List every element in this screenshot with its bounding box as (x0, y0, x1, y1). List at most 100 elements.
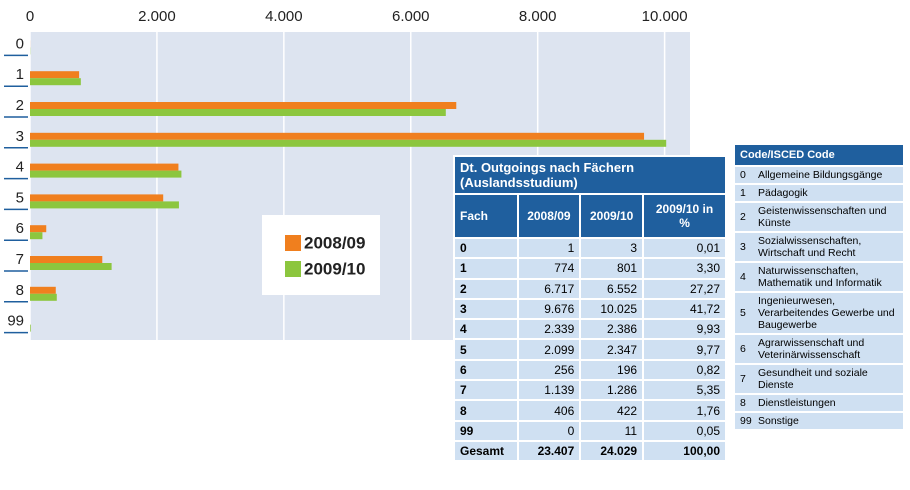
code: 5 (735, 291, 755, 334)
table-cell: 2 (453, 277, 519, 300)
legend-swatch (285, 261, 301, 277)
code: 1 (735, 183, 755, 202)
code: 7 (735, 363, 755, 394)
table-cell: 774 (516, 257, 582, 280)
table-cell: 11 (579, 419, 645, 442)
table-cell: 5,35 (642, 379, 727, 402)
table-cell: 7 (453, 379, 519, 402)
table-cell: 6 (453, 358, 519, 382)
total-row: Gesamt 23.407 24.029 100,00 (453, 439, 727, 463)
table-cell: 9,77 (642, 338, 727, 361)
table-row: 99 0 11 0,05 (453, 419, 727, 442)
code-row: 0 Allgemeine Bildungsgänge (735, 165, 903, 184)
bar (30, 78, 81, 86)
table-row: 7 1.139 1.286 5,35 (453, 379, 727, 402)
code-row: 1 Pädagogik (735, 183, 903, 202)
total-cell: 100,00 (642, 439, 727, 463)
table-cell: 422 (579, 399, 645, 422)
code-description: Sonstige (755, 411, 903, 429)
table-cell: 196 (579, 358, 645, 382)
code-description: Pädagogik (755, 183, 903, 202)
table-cell: 1.286 (579, 379, 645, 402)
y-tick-label: 0 (16, 35, 24, 52)
bar (30, 263, 112, 270)
legend-swatch (285, 235, 301, 251)
x-tick-label: 0 (26, 8, 34, 25)
table-cell: 8 (453, 399, 519, 422)
x-tick-label: 2.000 (138, 8, 176, 25)
legend-label: 2009/10 (304, 259, 365, 278)
table-cell: 10.025 (579, 297, 645, 321)
table-title: Dt. Outgoings nach Fächern (Auslandsstud… (453, 155, 727, 195)
table-row: 1 774 801 3,30 (453, 257, 727, 280)
table-cell: 1.139 (516, 379, 582, 402)
code: 8 (735, 393, 755, 412)
y-tick-label: 1 (16, 66, 24, 83)
code-description: Dienstleistungen (755, 393, 903, 412)
code-row: 5 Ingenieurwesen, Verarbeitendes Gewerbe … (735, 291, 903, 334)
bar (30, 286, 56, 294)
code-row: 4 Naturwissenschaften, Mathematik und Inf… (735, 261, 903, 292)
code-table-title: Code/ISCED Code (735, 145, 903, 166)
table-cell: 2.386 (579, 318, 645, 341)
table-cell: 0 (516, 419, 582, 442)
table-cell: 0,05 (642, 419, 727, 442)
code-description: Ingenieurwesen, Verarbeitendes Gewerbe u… (755, 291, 903, 334)
code-description: Agrarwissenschaft und Veterinärwissensch… (755, 333, 903, 364)
x-tick-label: 6.000 (392, 8, 430, 25)
bar (30, 194, 164, 202)
table-cell: 1 (453, 257, 519, 280)
x-tick-label: 10.000 (642, 8, 688, 25)
x-tick-label: 4.000 (265, 8, 303, 25)
table-row: 5 2.099 2.347 9,77 (453, 338, 727, 361)
table-row: 3 9.676 10.025 41,72 (453, 297, 727, 321)
code-description: Naturwissenschaften, Mathematik und Info… (755, 261, 903, 292)
table-cell: 99 (453, 419, 519, 442)
legend-label: 2008/09 (304, 233, 365, 252)
x-tick-label: 8.000 (519, 8, 557, 25)
code: 2 (735, 201, 755, 232)
code-table: Code/ISCED Code 0 Allgemeine Bildungsgäng… (735, 145, 903, 429)
table-cell: 2.347 (579, 338, 645, 361)
table-row: 4 2.339 2.386 9,93 (453, 318, 727, 341)
total-cell: 23.407 (516, 439, 582, 463)
table-cell: 801 (579, 257, 645, 280)
bar (30, 139, 667, 147)
table-cell: 9.676 (516, 297, 582, 321)
total-cell: Gesamt (453, 439, 519, 463)
code-row: 3 Sozialwissenschaften, Wirtschaft und Re… (735, 231, 903, 262)
y-tick-label: 6 (16, 220, 24, 237)
column-header: 2008/09 (516, 193, 582, 239)
table-cell: 27,27 (642, 277, 727, 300)
legend-box (262, 215, 380, 295)
table-cell: 406 (516, 399, 582, 422)
bar (30, 102, 457, 109)
table-cell: 6.717 (516, 277, 582, 300)
y-tick-label: 4 (16, 159, 24, 176)
table-cell: 0 (453, 236, 519, 260)
table-cell: 6.552 (579, 277, 645, 300)
code-description: Allgemeine Bildungsgänge (755, 165, 903, 184)
table-cell: 3 (453, 297, 519, 321)
table-cell: 3,30 (642, 257, 727, 280)
y-tick-label: 5 (16, 189, 24, 206)
column-header: 2009/10 in % (642, 193, 727, 239)
code-description: Gesundheit und soziale Dienste (755, 363, 903, 394)
table-cell: 2.339 (516, 318, 582, 341)
column-header: 2009/10 (579, 193, 645, 239)
bar (30, 132, 645, 140)
code-row: 2 Geistenwissenschaften und Künste (735, 201, 903, 232)
y-tick-label: 2 (16, 97, 24, 114)
table-cell: 5 (453, 338, 519, 361)
bar (30, 71, 80, 79)
code-row: 7 Gesundheit und soziale Dienste (735, 363, 903, 394)
table-cell: 256 (516, 358, 582, 382)
table-cell: 41,72 (642, 297, 727, 321)
table-cell: 3 (579, 236, 645, 260)
bar (30, 163, 179, 171)
table-row: 6 256 196 0,82 (453, 358, 727, 382)
y-tick-label: 7 (16, 251, 24, 268)
code: 6 (735, 333, 755, 364)
table-row: 8 406 422 1,76 (453, 399, 727, 422)
